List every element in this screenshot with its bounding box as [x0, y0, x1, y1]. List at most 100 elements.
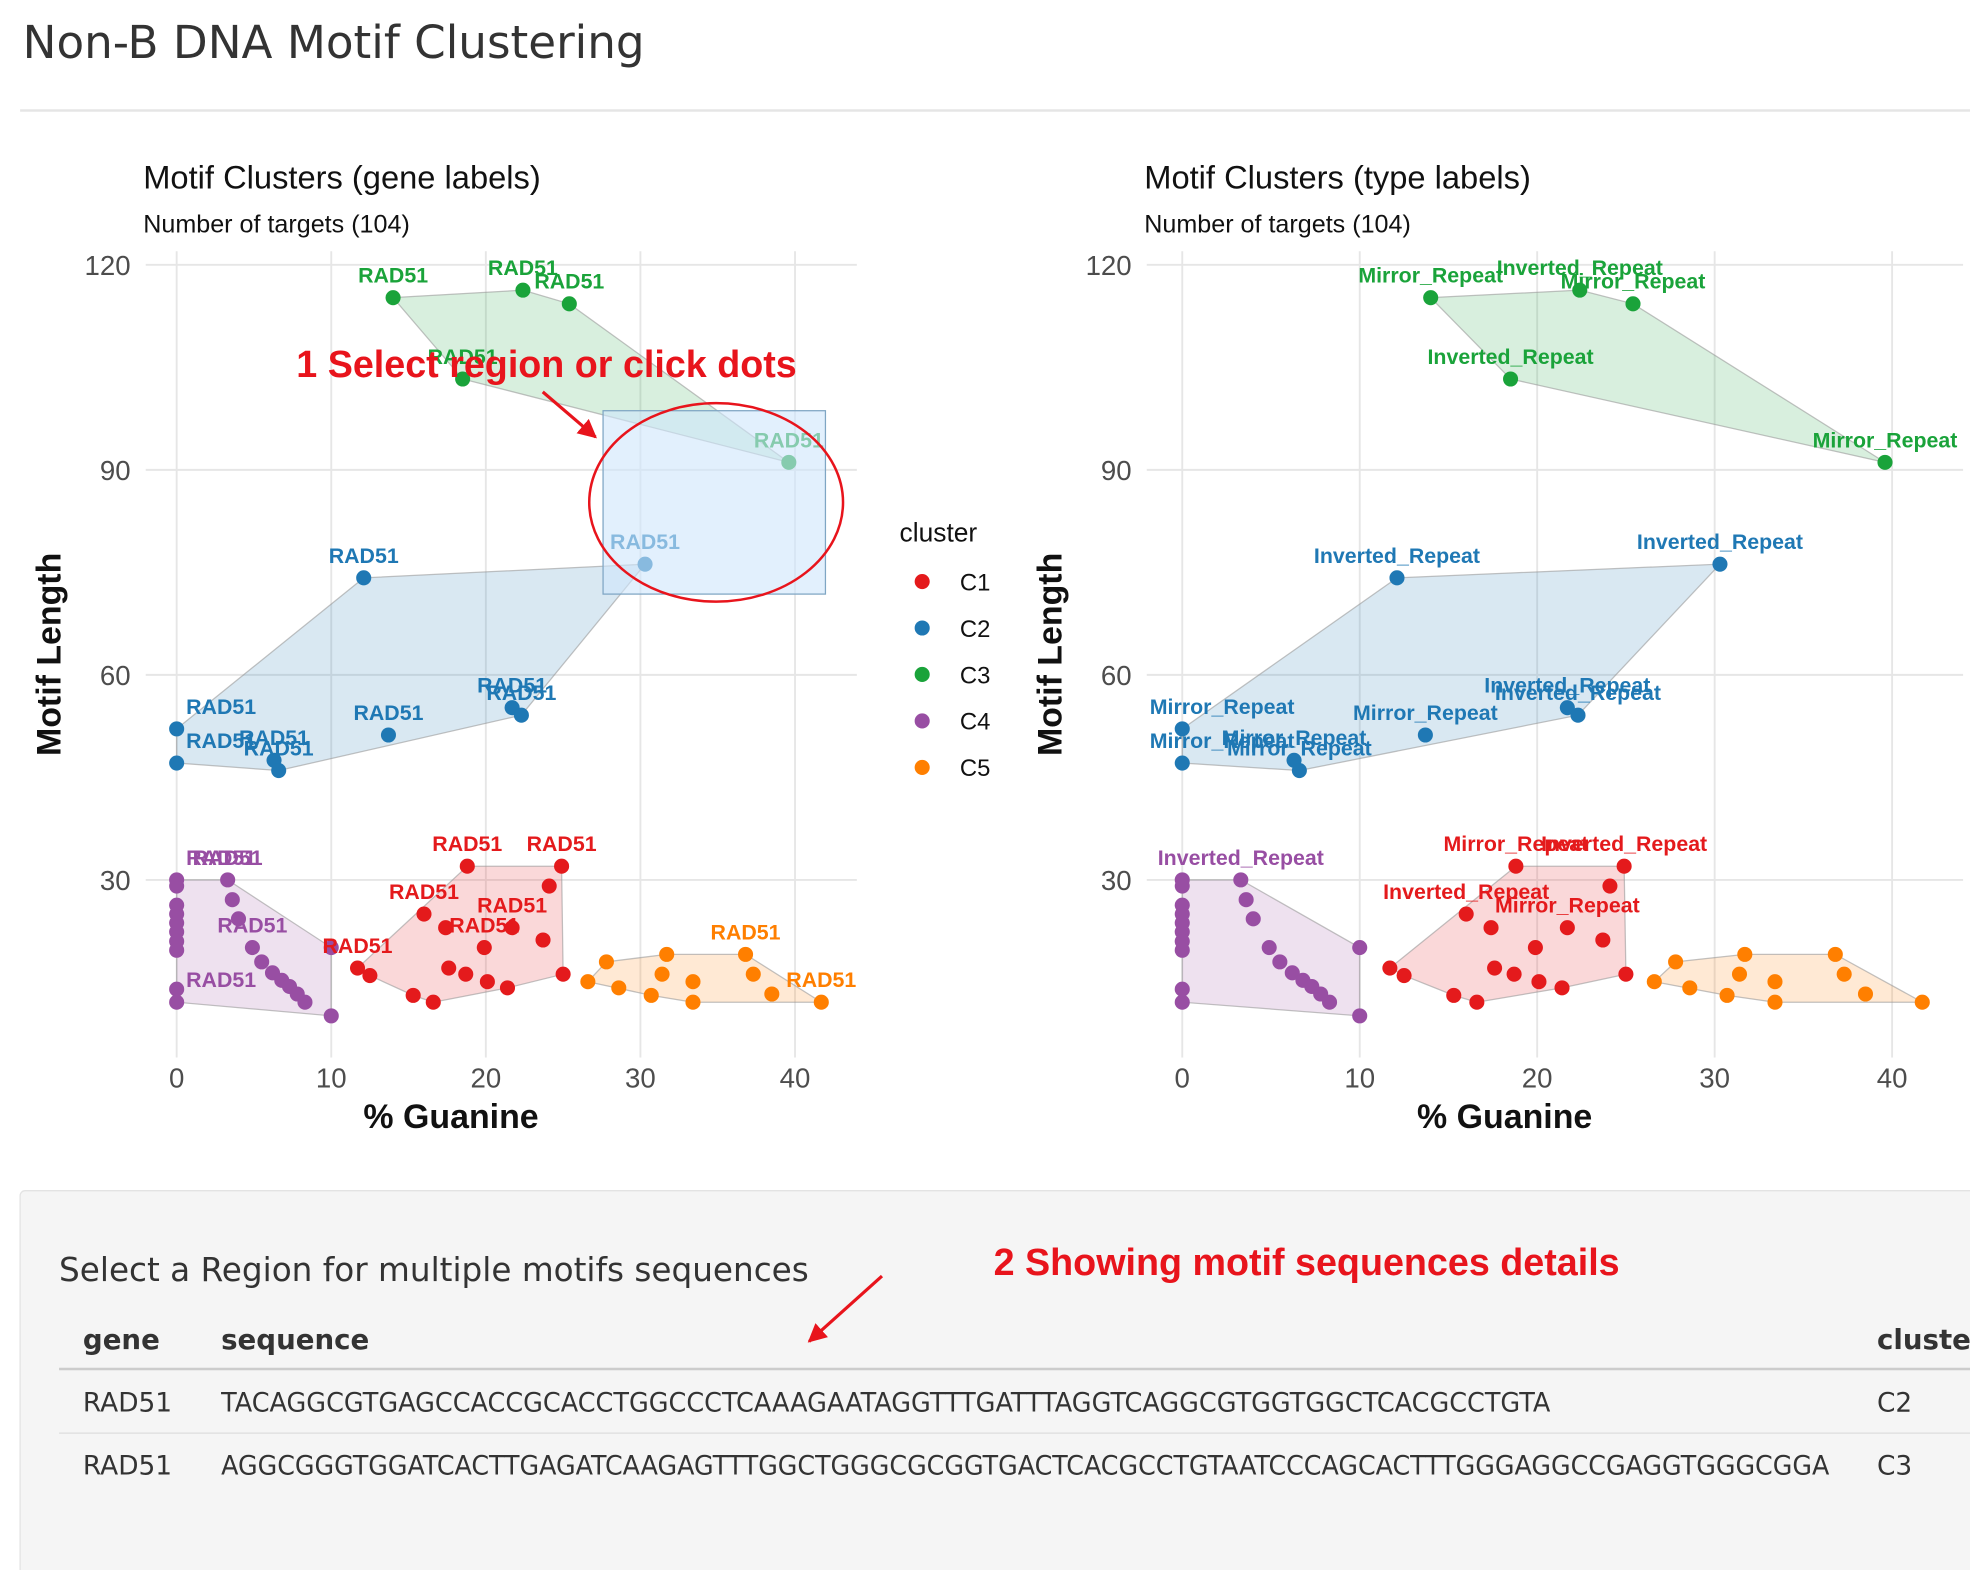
- data-point[interactable]: [479, 974, 495, 990]
- data-point[interactable]: [1595, 932, 1611, 948]
- data-point[interactable]: [385, 290, 401, 306]
- column-header[interactable]: sequence: [221, 1323, 369, 1356]
- data-point[interactable]: [611, 980, 627, 996]
- data-point[interactable]: [685, 974, 701, 990]
- data-point[interactable]: [764, 986, 780, 1002]
- data-point[interactable]: [1570, 707, 1586, 723]
- data-point[interactable]: [220, 872, 236, 888]
- column-header[interactable]: gene: [83, 1323, 160, 1356]
- data-point[interactable]: [1469, 994, 1485, 1010]
- data-point[interactable]: [1389, 570, 1405, 586]
- data-point[interactable]: [455, 371, 471, 387]
- data-point[interactable]: [169, 994, 185, 1010]
- data-point[interactable]: [1877, 454, 1893, 470]
- data-point[interactable]: [224, 892, 240, 908]
- data-point[interactable]: [1572, 282, 1588, 298]
- data-point[interactable]: [1174, 981, 1190, 997]
- data-point[interactable]: [1272, 954, 1288, 970]
- data-point[interactable]: [1914, 994, 1930, 1010]
- data-point[interactable]: [1483, 920, 1499, 936]
- data-point[interactable]: [738, 946, 754, 962]
- data-point[interactable]: [1238, 892, 1254, 908]
- data-point[interactable]: [1857, 986, 1874, 1002]
- data-point[interactable]: [1712, 556, 1728, 572]
- data-point[interactable]: [1836, 966, 1852, 982]
- data-point[interactable]: [323, 939, 339, 956]
- data-point[interactable]: [169, 721, 185, 737]
- data-point[interactable]: [476, 939, 492, 956]
- data-point[interactable]: [1233, 872, 1249, 888]
- data-point[interactable]: [1174, 755, 1190, 771]
- data-point[interactable]: [1382, 960, 1398, 976]
- data-point[interactable]: [1682, 980, 1698, 996]
- data-point[interactable]: [659, 946, 675, 962]
- data-point[interactable]: [1174, 942, 1190, 958]
- data-point[interactable]: [1559, 700, 1575, 716]
- data-point[interactable]: [297, 994, 313, 1010]
- data-point[interactable]: [416, 906, 432, 922]
- data-point[interactable]: [654, 966, 670, 982]
- data-point[interactable]: [535, 932, 551, 948]
- data-point[interactable]: [515, 282, 531, 298]
- data-point[interactable]: [643, 987, 659, 1003]
- data-point[interactable]: [459, 858, 475, 874]
- column-header[interactable]: cluster: [1877, 1323, 1970, 1356]
- data-point[interactable]: [1261, 939, 1277, 956]
- data-point[interactable]: [362, 968, 378, 984]
- data-point[interactable]: [1618, 966, 1634, 982]
- data-point[interactable]: [1616, 858, 1632, 874]
- data-point[interactable]: [1174, 721, 1190, 737]
- data-point[interactable]: [1174, 878, 1190, 894]
- data-point[interactable]: [1291, 763, 1307, 779]
- data-point[interactable]: [1284, 965, 1300, 981]
- data-point[interactable]: [1527, 939, 1543, 956]
- data-point[interactable]: [441, 960, 457, 976]
- data-point[interactable]: [580, 974, 596, 990]
- data-point[interactable]: [230, 911, 247, 927]
- data-point[interactable]: [1646, 974, 1662, 990]
- data-point[interactable]: [323, 1008, 339, 1024]
- data-point[interactable]: [405, 987, 421, 1003]
- data-point[interactable]: [380, 727, 396, 743]
- data-point[interactable]: [1767, 974, 1783, 990]
- data-point[interactable]: [1506, 966, 1522, 982]
- data-point[interactable]: [513, 707, 529, 723]
- data-point[interactable]: [1458, 906, 1474, 922]
- data-point[interactable]: [271, 763, 287, 779]
- data-point[interactable]: [745, 966, 761, 982]
- data-point[interactable]: [169, 981, 185, 997]
- data-point[interactable]: [1737, 946, 1753, 962]
- data-point[interactable]: [685, 994, 701, 1010]
- data-point[interactable]: [1396, 968, 1412, 984]
- data-point[interactable]: [1245, 911, 1261, 927]
- data-point[interactable]: [1767, 994, 1783, 1010]
- data-point[interactable]: [598, 954, 614, 970]
- data-point[interactable]: [1446, 987, 1462, 1003]
- data-point[interactable]: [1322, 994, 1338, 1010]
- data-point[interactable]: [1602, 878, 1618, 894]
- data-point[interactable]: [1423, 290, 1439, 306]
- data-point[interactable]: [349, 960, 366, 976]
- data-point[interactable]: [504, 920, 520, 936]
- data-point[interactable]: [1827, 946, 1843, 962]
- data-point[interactable]: [499, 980, 516, 996]
- data-point[interactable]: [425, 994, 441, 1010]
- data-point[interactable]: [169, 942, 185, 958]
- data-point[interactable]: [1174, 994, 1190, 1010]
- data-point[interactable]: [169, 878, 185, 894]
- data-point[interactable]: [541, 878, 557, 894]
- data-point[interactable]: [1503, 371, 1519, 387]
- data-point[interactable]: [1668, 954, 1684, 970]
- data-point[interactable]: [438, 920, 454, 936]
- data-point[interactable]: [244, 939, 260, 956]
- brush-selection[interactable]: [602, 410, 827, 595]
- data-point[interactable]: [1731, 966, 1748, 982]
- data-point[interactable]: [1417, 727, 1433, 743]
- data-point[interactable]: [1508, 858, 1524, 874]
- data-point[interactable]: [1554, 980, 1570, 996]
- data-point[interactable]: [1625, 296, 1641, 312]
- data-point[interactable]: [561, 296, 577, 312]
- data-point[interactable]: [169, 755, 185, 771]
- data-point[interactable]: [356, 570, 372, 586]
- data-point[interactable]: [1719, 987, 1735, 1003]
